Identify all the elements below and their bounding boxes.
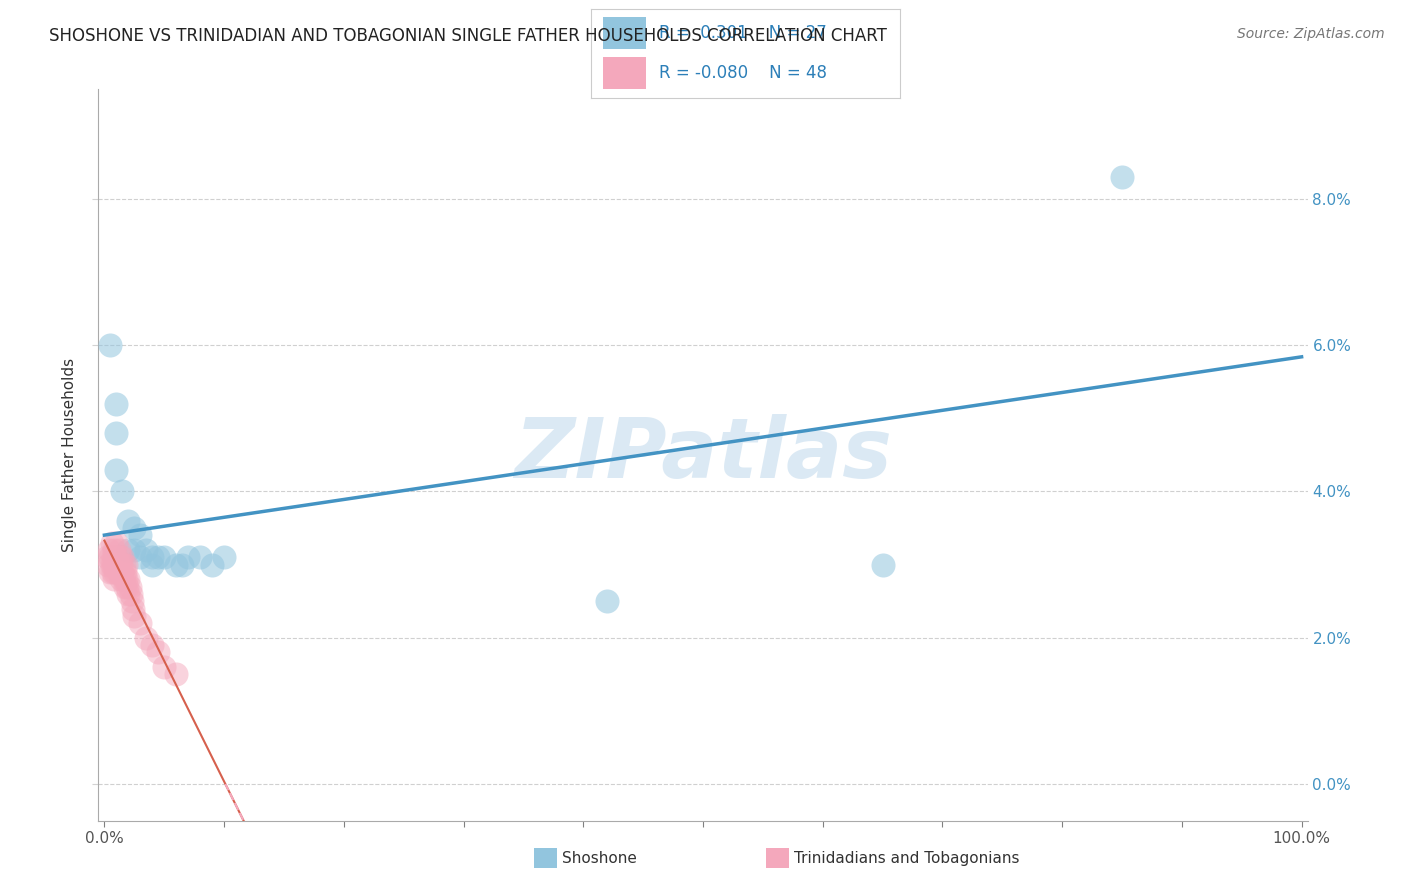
Point [148, 645, 170, 659]
Point [114, 565, 136, 579]
Point [596, 594, 619, 608]
Y-axis label: Single Father Households: Single Father Households [62, 358, 77, 552]
Point [100, 338, 122, 352]
Point [115, 572, 138, 586]
Point [107, 543, 129, 558]
Point [110, 572, 132, 586]
Point [103, 543, 125, 558]
Point [104, 550, 127, 565]
Text: SHOSHONE VS TRINIDADIAN AND TOBAGONIAN SINGLE FATHER HOUSEHOLDS CORRELATION CHAR: SHOSHONE VS TRINIDADIAN AND TOBAGONIAN S… [49, 27, 887, 45]
Point [105, 535, 128, 549]
Point [105, 550, 128, 565]
Point [110, 558, 132, 572]
Point [165, 667, 187, 681]
Point [165, 558, 187, 572]
Point [105, 425, 128, 440]
Point [124, 608, 146, 623]
Point [117, 514, 139, 528]
Point [97, 558, 120, 572]
Point [172, 558, 194, 572]
Point [141, 550, 163, 565]
Point [111, 565, 134, 579]
Point [107, 558, 129, 572]
Point [100, 550, 122, 565]
Point [107, 558, 129, 572]
Point [118, 580, 141, 594]
Text: R =  0.301    N = 27: R = 0.301 N = 27 [658, 24, 827, 42]
Point [105, 462, 128, 476]
Point [177, 550, 200, 565]
Text: Shoshone: Shoshone [562, 851, 637, 865]
Point [104, 558, 127, 572]
Text: Trinidadians and Tobagonians: Trinidadians and Tobagonians [794, 851, 1019, 865]
Point [153, 550, 176, 565]
Point [188, 550, 211, 565]
Point [135, 543, 157, 558]
Point [153, 660, 176, 674]
Point [135, 631, 157, 645]
Point [107, 565, 129, 579]
Point [101, 550, 124, 565]
Point [100, 558, 122, 572]
Text: Source: ZipAtlas.com: Source: ZipAtlas.com [1237, 27, 1385, 41]
Point [124, 543, 146, 558]
Point [129, 550, 152, 565]
Point [122, 601, 145, 615]
Bar [603, 57, 647, 89]
Point [112, 558, 135, 572]
Point [104, 565, 127, 579]
Point [120, 587, 142, 601]
Text: R = -0.080    N = 48: R = -0.080 N = 48 [658, 64, 827, 82]
Point [105, 397, 128, 411]
Text: ZIPatlas: ZIPatlas [515, 415, 891, 495]
Point [105, 558, 128, 572]
Point [111, 550, 134, 565]
Point [108, 550, 131, 565]
Point [129, 528, 152, 542]
Bar [603, 17, 647, 49]
Point [141, 558, 163, 572]
Point [212, 550, 235, 565]
Point [141, 638, 163, 652]
Point [111, 484, 134, 499]
Point [117, 572, 139, 586]
Point [100, 535, 122, 549]
Point [121, 594, 143, 608]
Point [201, 558, 224, 572]
Point [117, 587, 139, 601]
Point [112, 572, 135, 586]
Point [100, 565, 122, 579]
Point [115, 558, 138, 572]
Point [148, 550, 170, 565]
Point [96, 550, 118, 565]
Point [872, 558, 894, 572]
Point [117, 543, 139, 558]
Point [124, 521, 146, 535]
Point [101, 565, 124, 579]
Point [1111, 169, 1133, 184]
Point [108, 565, 131, 579]
Point [103, 558, 125, 572]
Point [103, 572, 125, 586]
Point [98, 543, 121, 558]
Point [129, 616, 152, 631]
Point [114, 580, 136, 594]
Point [115, 580, 138, 594]
